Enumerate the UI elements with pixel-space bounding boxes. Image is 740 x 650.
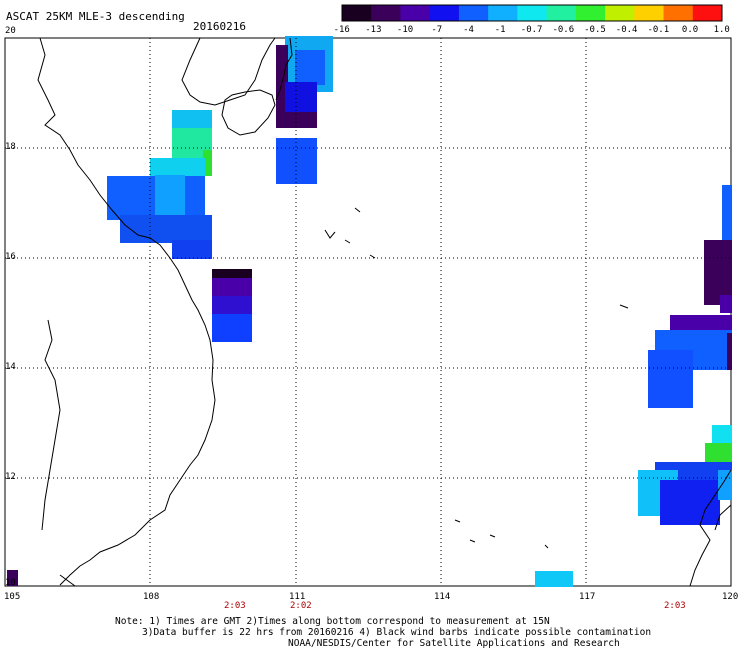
colorbar-tick-label: 0.0 [681,25,699,35]
colorbar-swatch [517,5,548,21]
map-title: ASCAT 25KM MLE-3 descending [6,10,185,23]
lat-label-14: 14 [5,362,16,372]
pass-time: 2:03 [664,601,686,611]
swath-cell [295,50,325,85]
map-date: 20160216 [193,20,246,33]
swath-cell [660,480,720,525]
lat-label-20: 20 [5,26,16,36]
swath-cell [212,278,252,296]
colorbar-tick-label: -0.1 [647,25,670,35]
scatterometer-swaths [7,36,732,587]
swath-cell [155,175,185,215]
swath-cell [285,112,317,128]
lon-label-108: 108 [143,592,160,602]
colorbar-swatch [605,5,635,21]
colorbar-swatch [342,5,372,21]
colorbar-tick-label: -13 [365,25,382,35]
swath-cell [212,314,252,342]
lon-label-114: 114 [434,592,451,602]
colorbar [341,4,723,22]
swath-cell [150,158,205,178]
lon-label-111: 111 [289,592,306,602]
swath-cell [720,295,732,313]
colorbar-tick-label: 1.0 [713,25,730,35]
colorbar-swatch [692,5,723,21]
colorbar-tick-label: -10 [396,25,414,35]
plot-frame [4,37,732,587]
colorbar-tick-label: -0.5 [584,25,606,35]
colorbar-tick-label: -4 [463,25,474,35]
swath-cell [722,185,732,240]
lat-label-16: 16 [5,252,16,262]
colorbar-swatch [371,5,401,21]
graticule [5,38,731,586]
swath-cell [212,269,252,278]
lon-label-117: 117 [579,592,596,602]
pass-time: 2:03 [224,601,246,611]
swath-cell [712,425,732,445]
colorbar-tick-label: -7 [431,25,443,35]
colorbar-frame [341,4,723,22]
colorbar-swatch [400,5,431,21]
swath-cell [285,82,317,117]
colorbar-swatch [429,5,460,21]
swath-cell [172,110,212,128]
swath-cell [203,150,212,176]
pass-time: 2:02 [290,601,312,611]
swath-cell [727,333,732,370]
colorbar-tick-label: -16 [333,25,350,35]
colorbar-tick-label: -0.6 [552,25,575,35]
note-line-3: NOAA/NESDIS/Center for Satellite Applica… [288,638,620,649]
swath-cell [718,470,732,500]
colorbar-swatch [663,5,694,21]
swath-cell [648,350,693,408]
colorbar-tick-label: -1 [494,25,506,35]
colorbar-swatch [634,5,665,21]
lat-label-18: 18 [5,142,16,152]
lon-label-105: 105 [4,592,21,602]
swath-cell [704,240,732,305]
lat-label-12: 12 [5,472,16,482]
swath-cell [212,296,252,314]
colorbar-tick-label: -0.4 [615,25,638,35]
colorbar-tick-label: -0.7 [520,25,543,35]
lon-label-120: 120 [722,592,739,602]
swath-cell [7,570,18,586]
swath-cell [670,315,732,333]
swath-cell [535,571,573,587]
lat-label-10: 10 [5,578,16,588]
colorbar-swatch [575,5,606,21]
colorbar-swatch [458,5,489,21]
coastline [37,37,732,587]
swath-cell [276,138,317,184]
swath-cell [172,240,212,259]
note-line-2: 3)Data buffer is 22 hrs from 20160216 4)… [142,627,652,638]
colorbar-swatch [546,5,577,21]
swath-cell [120,215,212,243]
note-line-1: Note: 1) Times are GMT 2)Times along bot… [115,616,550,627]
colorbar-swatch [488,5,518,21]
